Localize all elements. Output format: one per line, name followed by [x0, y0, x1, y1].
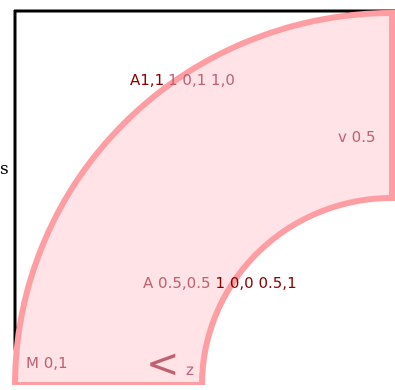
move-to-label: M 0,1 — [26, 354, 68, 372]
arc-inner-label: A 0.5,0.5 1 0,0 0.5,1 — [143, 274, 297, 292]
annulus-shape — [11, 9, 395, 388]
side-label: s — [0, 159, 9, 179]
close-arrow-icon: < — [146, 341, 180, 385]
line-v-label: v 0.5 — [338, 128, 376, 146]
close-path-label: z — [186, 361, 194, 379]
arc-inner-label-dark: 1 0,0 0.5,1 — [216, 274, 297, 292]
arc-inner-label-light: A 0.5,0.5 — [143, 274, 211, 292]
arc-outer-label: A1,1 1 0,1 1,0 — [130, 71, 235, 89]
arc-outer-label-light: 1 0,1 1,0 — [168, 71, 235, 89]
arc-outer-label-dark: A1,1 — [130, 71, 164, 89]
